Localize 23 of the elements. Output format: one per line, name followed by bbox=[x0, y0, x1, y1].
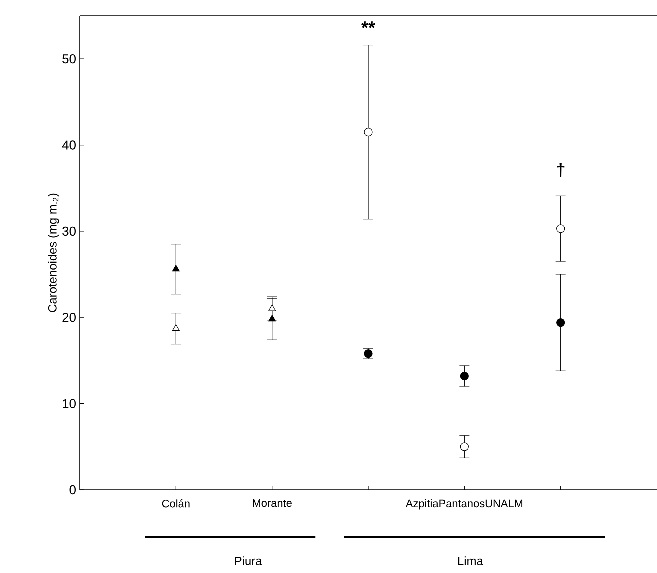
annotation: † bbox=[557, 162, 565, 178]
y-tick-label: 0 bbox=[70, 485, 76, 495]
text: Piura bbox=[235, 556, 262, 566]
x-tick-label: AzpitiaPantanosUNALM bbox=[406, 500, 523, 510]
annotation: ** bbox=[362, 22, 376, 28]
y-tick-label: 50 bbox=[62, 54, 76, 64]
point bbox=[172, 265, 180, 272]
point bbox=[556, 224, 566, 234]
point bbox=[364, 128, 373, 137]
point bbox=[268, 304, 276, 312]
y-tick-label: 10 bbox=[63, 399, 76, 408]
point bbox=[172, 324, 180, 332]
y-tick-label: 30 bbox=[62, 226, 76, 236]
y-tick-label: 40 bbox=[62, 140, 76, 150]
point bbox=[460, 442, 469, 452]
x-tick-label: Morante bbox=[253, 500, 292, 508]
x-tick-label: Colán bbox=[162, 500, 190, 508]
y-axis-title: Carotenoides (mg m$_{-2}$) bbox=[48, 194, 60, 312]
point bbox=[268, 315, 276, 322]
point bbox=[460, 372, 469, 381]
y-tick-label: 20 bbox=[62, 313, 76, 322]
text: Lima bbox=[458, 556, 484, 566]
point bbox=[556, 318, 566, 328]
